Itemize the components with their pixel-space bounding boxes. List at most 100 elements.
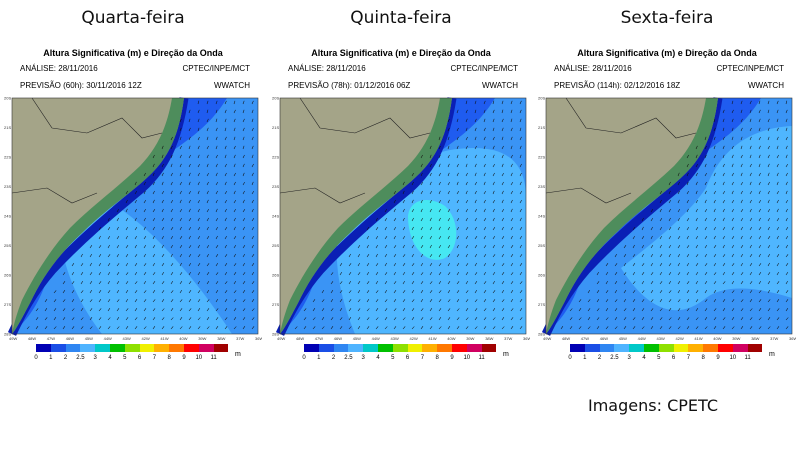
- wave-arrow: [125, 245, 129, 249]
- wave-arrow: [242, 199, 245, 204]
- wave-arrow: [465, 109, 468, 114]
- wave-arrow: [519, 271, 523, 276]
- wave-arrow: [179, 236, 183, 240]
- wave-arrow: [749, 109, 752, 114]
- wave-arrow: [668, 181, 671, 186]
- wave-arrow: [722, 281, 726, 285]
- lon-tick-label: 49W: [277, 336, 285, 341]
- wave-arrow: [152, 272, 156, 276]
- wave-arrow: [596, 281, 600, 285]
- wave-arrow: [749, 254, 753, 258]
- wave-arrow: [749, 317, 753, 321]
- wave-arrow: [215, 298, 219, 303]
- wave-arrow: [686, 299, 690, 303]
- wave-arrow: [384, 289, 388, 294]
- lat-tick-label: 21S: [4, 125, 11, 130]
- wave-arrow: [614, 308, 618, 312]
- wave-arrow: [215, 163, 218, 168]
- wave-arrow: [224, 290, 228, 294]
- wave-arrow: [749, 145, 752, 150]
- wave-arrow: [749, 244, 752, 249]
- wave-arrow: [233, 308, 237, 312]
- colorbar-label: 10: [463, 355, 471, 361]
- wave-arrow: [659, 326, 663, 330]
- wave-arrow: [179, 299, 183, 303]
- wave-arrow: [411, 299, 415, 303]
- colorbar-label: 11: [478, 355, 485, 361]
- wave-arrow: [438, 253, 441, 258]
- colorbar-label: 8: [435, 355, 439, 361]
- wave-arrow: [420, 281, 424, 285]
- wave-arrow: [242, 235, 245, 240]
- wave-arrow: [641, 308, 645, 312]
- wave-arrow: [704, 172, 707, 177]
- wave-arrow: [740, 190, 743, 195]
- wave-arrow: [447, 245, 451, 249]
- wave-arrow: [197, 308, 201, 312]
- wave-arrow: [749, 208, 752, 213]
- wave-arrow: [215, 262, 219, 267]
- wave-arrow: [510, 235, 513, 240]
- colorbar-swatches: [570, 344, 763, 352]
- wave-arrow: [179, 289, 183, 294]
- wave-arrow: [785, 263, 789, 267]
- wave-arrow: [438, 280, 442, 285]
- wave-arrow: [510, 190, 513, 195]
- wave-arrow: [215, 308, 219, 312]
- wave-arrow: [134, 208, 137, 213]
- wave-arrow: [224, 127, 227, 132]
- wave-arrow: [731, 154, 734, 159]
- wave-arrow: [161, 181, 164, 186]
- colorbar-label: 1: [583, 355, 587, 361]
- wave-arrow: [161, 190, 165, 195]
- wave-arrow: [501, 253, 504, 258]
- wave-arrow: [125, 272, 129, 276]
- wave-arrow: [686, 190, 689, 195]
- wave-arrow: [492, 208, 495, 213]
- state-border: [299, 97, 431, 139]
- lat-tick-label: 23S: [4, 184, 11, 189]
- wave-arrow: [420, 226, 423, 231]
- wave-arrow: [179, 145, 182, 150]
- wave-arrow: [456, 244, 459, 249]
- wave-arrow: [722, 263, 726, 267]
- model-label: WWATCH: [748, 81, 784, 90]
- wave-arrow: [134, 326, 138, 330]
- wave-arrow: [411, 208, 415, 213]
- wave-arrow: [251, 254, 255, 258]
- wave-arrow: [197, 217, 200, 222]
- wave-arrow: [456, 118, 459, 123]
- wave-arrow: [677, 299, 681, 303]
- wave-arrow: [767, 281, 771, 285]
- wave-arrow: [215, 290, 219, 294]
- wave-arrow: [659, 208, 662, 213]
- wave-arrow: [393, 218, 397, 222]
- wave-arrow: [632, 254, 636, 258]
- wave-arrow: [447, 127, 450, 132]
- wave-arrow: [456, 145, 459, 150]
- wave-arrow: [143, 208, 146, 213]
- colorbar-swatch: [658, 344, 674, 352]
- wave-arrow: [659, 317, 663, 321]
- wave-arrow: [677, 317, 681, 321]
- colorbar-swatch: [422, 344, 438, 352]
- wave-arrow: [686, 271, 689, 276]
- wave-arrow: [776, 100, 779, 105]
- wave-arrow: [519, 317, 523, 321]
- wave-arrow: [366, 290, 370, 294]
- forecast-time: PREVISÃO (78h): 01/12/2016 06Z: [288, 81, 411, 90]
- wave-arrow: [116, 281, 120, 285]
- wave-arrow: [492, 280, 495, 285]
- wave-arrow: [519, 118, 522, 123]
- wave-arrow: [197, 136, 200, 141]
- wave-arrow: [143, 244, 147, 249]
- wave-arrow: [722, 118, 725, 123]
- wave-arrow: [80, 280, 84, 285]
- wave-arrow: [62, 317, 66, 321]
- wave-arrow: [197, 118, 200, 123]
- wave-arrow: [303, 326, 307, 330]
- wave-arrow: [767, 308, 771, 312]
- wave-arrow: [722, 227, 726, 231]
- wave-arrow: [62, 326, 66, 330]
- wave-arrow: [357, 281, 361, 285]
